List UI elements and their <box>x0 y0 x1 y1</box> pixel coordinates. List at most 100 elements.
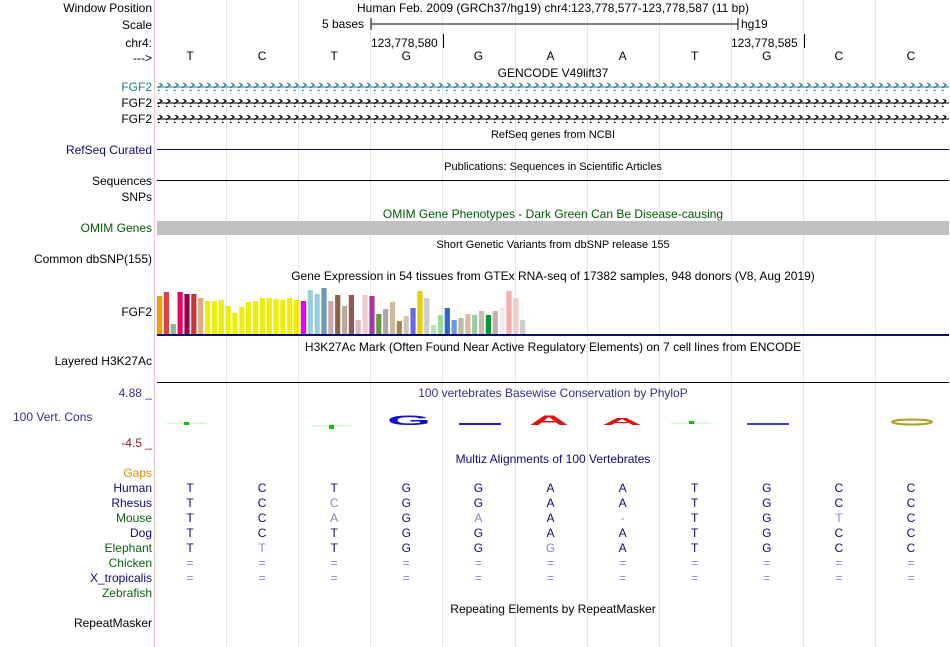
alignment-base: = <box>546 571 555 585</box>
species-label-human[interactable]: Human <box>113 481 152 495</box>
alignment-base: A <box>546 526 555 540</box>
gtex-bar <box>506 291 512 334</box>
base-letter: T <box>691 49 699 63</box>
refseq-line[interactable] <box>157 149 949 150</box>
alignment-base: G <box>762 496 772 510</box>
species-label-elephant[interactable]: Elephant <box>104 541 152 555</box>
alignment-base: G <box>473 526 484 540</box>
sequences-label[interactable]: Sequences <box>91 174 152 188</box>
alignment-base: = <box>546 556 555 570</box>
snps-label[interactable]: SNPs <box>121 190 152 204</box>
alignment-base: T <box>186 496 194 510</box>
gtex-bar <box>177 292 183 334</box>
scale-text: 5 bases <box>322 17 365 31</box>
species-label-x_tropicalis[interactable]: X_tropicalis <box>89 571 152 585</box>
dbsnp-label[interactable]: Common dbSNP(155) <box>33 252 152 266</box>
species-label-dog[interactable]: Dog <box>129 526 152 540</box>
repeatmasker-label[interactable]: RepeatMasker <box>73 616 152 630</box>
coord-right: 123,778,585 <box>731 36 798 50</box>
gencode-item-2[interactable]: FGF2 <box>121 96 152 110</box>
gtex-bar <box>328 301 334 334</box>
gaps-label[interactable]: Gaps <box>123 466 152 480</box>
alignment-base: A <box>618 541 627 555</box>
alignment-base: A <box>618 526 627 540</box>
gtex-title[interactable]: Gene Expression in 54 tissues from GTEx … <box>291 269 815 283</box>
alignment-base: A <box>546 496 555 510</box>
assembly-position-text[interactable]: Human Feb. 2009 (GRCh37/hg19) chr4:123,7… <box>356 1 750 15</box>
gtex-bar <box>225 306 231 334</box>
h3k27ac-label[interactable]: Layered H3K27Ac <box>54 354 152 368</box>
grid-line <box>802 0 804 647</box>
alignment-base: = <box>186 571 194 585</box>
publications-title[interactable]: Publications: Sequences in Scientific Ar… <box>444 161 662 173</box>
refseq-label[interactable]: RefSeq Curated <box>65 143 152 157</box>
phylop-label[interactable]: 100 Vert. Cons <box>13 410 93 424</box>
species-label-mouse[interactable]: Mouse <box>115 511 152 525</box>
alignment-base: = <box>474 556 482 570</box>
h3k27ac-title[interactable]: H3K27Ac Mark (Often Found Near Active Re… <box>304 340 802 354</box>
alignment-base: = <box>907 571 915 585</box>
gtex-bar <box>191 294 197 334</box>
alignment-base: T <box>691 541 699 555</box>
gtex-bar <box>280 300 286 334</box>
base-letter: C <box>257 49 267 63</box>
alignment-base: C <box>906 526 916 540</box>
dbsnp-title[interactable]: Short Genetic Variants from dbSNP releas… <box>436 239 670 251</box>
gtex-bar <box>417 291 423 334</box>
species-label-chicken[interactable]: Chicken <box>108 556 152 570</box>
omim-title[interactable]: OMIM Gene Phenotypes - Dark Green Can Be… <box>382 207 724 221</box>
gtex-bar <box>431 325 437 334</box>
gtex-bar-chart[interactable] <box>157 284 949 336</box>
alignment-base: = <box>763 556 771 570</box>
omim-label[interactable]: OMIM Genes <box>80 221 152 235</box>
alignment-base: C <box>257 496 267 510</box>
svg-text:A: A <box>529 412 569 428</box>
gtex-bar <box>184 294 190 334</box>
h3k27ac-baseline <box>157 382 949 383</box>
gtex-bar <box>424 298 430 334</box>
alignment-base: = <box>763 571 771 585</box>
gtex-bar <box>485 315 491 334</box>
omim-gene-bar[interactable] <box>157 221 949 235</box>
alignment-base: = <box>691 556 699 570</box>
alignment-base: C <box>257 481 267 495</box>
gtex-bar <box>218 300 224 334</box>
alignment-base: C <box>906 541 916 555</box>
multiz-title[interactable]: Multiz Alignments of 100 Vertebrates <box>455 452 651 466</box>
alignment-base: A <box>618 481 627 495</box>
alignment-base: T <box>186 481 194 495</box>
species-label-zebrafish[interactable]: Zebrafish <box>101 586 152 600</box>
gencode-item-1[interactable]: FGF2 <box>121 80 152 94</box>
gencode-transcripts[interactable] <box>157 81 949 127</box>
gtex-bar <box>307 290 313 334</box>
grid-line <box>875 0 876 647</box>
alignment-base: G <box>401 526 411 540</box>
base-letter: T <box>186 49 194 63</box>
gtex-bar <box>499 307 505 334</box>
refseq-title[interactable]: RefSeq genes from NCBI <box>490 129 616 141</box>
gtex-bar <box>321 288 327 334</box>
repeatmasker-title[interactable]: Repeating Elements by RepeatMasker <box>450 602 656 616</box>
gtex-label[interactable]: FGF2 <box>121 305 152 319</box>
phylop-title[interactable]: 100 vertebrates Basewise Conservation by… <box>418 386 688 400</box>
gtex-bar <box>362 295 368 334</box>
alignment-base: G <box>762 541 772 555</box>
base-letter: G <box>473 49 484 63</box>
alignment-base: = <box>186 556 194 570</box>
alignment-base: = <box>907 556 915 570</box>
gtex-bar <box>198 298 204 334</box>
alignment-base: G <box>545 541 556 555</box>
alignment-base: G <box>473 496 484 510</box>
phylop-logo[interactable]: G A A <box>157 412 949 432</box>
base-letter: C <box>834 49 844 63</box>
alignment-base: A <box>546 511 555 525</box>
species-label-rhesus[interactable]: Rhesus <box>111 496 152 510</box>
gencode-title[interactable]: GENCODE V49lift37 <box>497 66 609 80</box>
alignment-base: C <box>834 481 844 495</box>
sequences-line[interactable] <box>157 180 949 181</box>
alignment-base: T <box>330 526 338 540</box>
strand-arrow-label: ---> <box>133 51 152 65</box>
alignment-base: = <box>330 556 338 570</box>
gencode-item-3[interactable]: FGF2 <box>121 112 152 126</box>
alignment-base: C <box>257 526 267 540</box>
